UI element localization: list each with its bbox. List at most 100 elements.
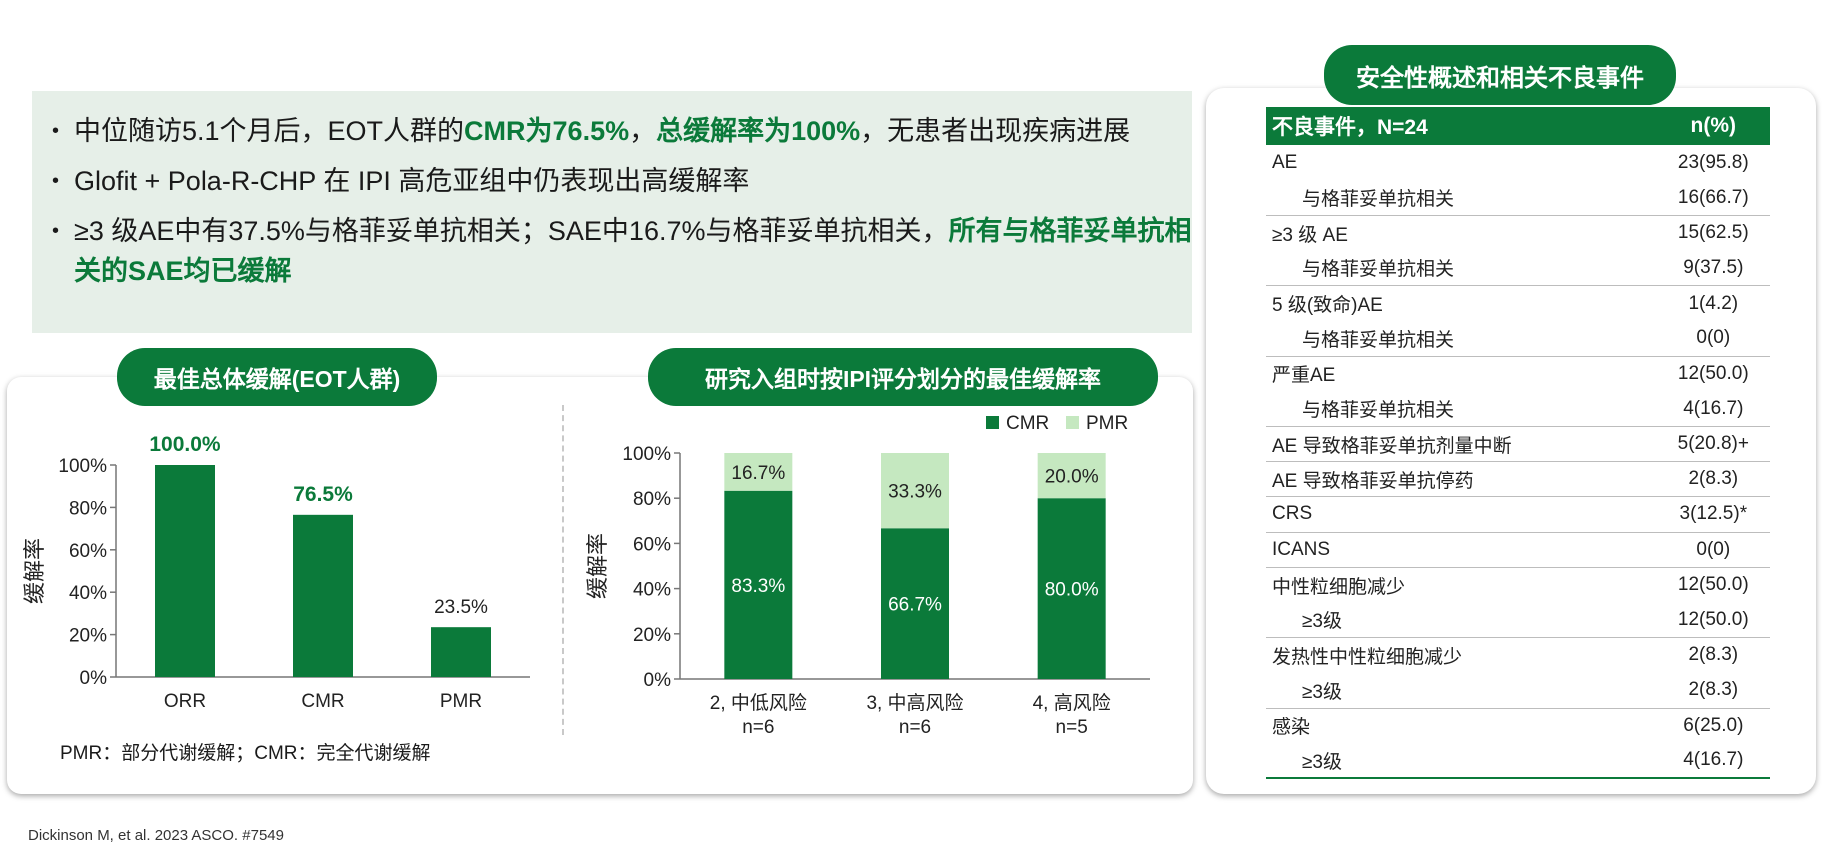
table-cell-event: 与格菲妥单抗相关 <box>1302 400 1455 422</box>
bullet-dot: • <box>52 220 60 242</box>
x-tick-sublabel: n=6 <box>899 717 931 738</box>
table-row: 严重AE 12(50.0) <box>1266 355 1770 392</box>
x-tick-label: CMR <box>301 691 344 712</box>
y-tick-label: 40% <box>633 580 671 601</box>
table-cell-count: 0(0) <box>1696 327 1731 349</box>
table-row: ICANS 0(0) <box>1266 531 1770 568</box>
table-cell-count: 2(8.3) <box>1656 461 1770 497</box>
y-tick-label: 20% <box>633 625 671 646</box>
table-row: ≥3级 4(16.7) <box>1266 743 1770 780</box>
table-cell-event: 与格菲妥单抗相关 <box>1302 189 1455 211</box>
table-header-row: 不良事件，N=24 n(%) <box>1266 107 1770 145</box>
bar-cmr <box>293 514 353 677</box>
ipi-stacked-bar-chart: 0% 20% 40% 60% 80% 100% 缓解率 CMR PMR 83.3% 16.7% 2, … <box>585 413 1150 738</box>
table-cell-event: 感染 <box>1266 707 1657 744</box>
bar-segment-pmr <box>1037 453 1106 499</box>
table-cell-event: 与格菲妥单抗相关 <box>1302 259 1455 281</box>
table-row: ≥3级 2(8.3) <box>1266 673 1770 708</box>
bar-segment-cmr <box>1037 498 1106 679</box>
bullet-text: ≥3 级AE中有37.5%与格菲妥单抗相关；SAE中16.7%与格菲妥单抗相关， <box>74 216 949 246</box>
y-axis-label: 缓解率 <box>22 538 47 604</box>
footnote: PMR：部分代谢缓解；CMR：完全代谢缓解 <box>60 743 431 764</box>
y-tick-label: 80% <box>633 489 671 510</box>
table-row: ≥3级 12(50.0) <box>1266 602 1770 637</box>
legend-swatch-pmr <box>1066 416 1079 429</box>
bullet-highlight-text: 所有与格菲妥单抗相关的SAE均已缓解 <box>74 216 1192 286</box>
table-row: 与格菲妥单抗相关 4(16.7) <box>1266 391 1770 426</box>
bar-segment-cmr <box>724 490 793 679</box>
y-tick-label: 0% <box>644 670 672 691</box>
table-cell-event: 5 级(致命)AE <box>1266 285 1657 321</box>
y-tick-label: 60% <box>633 534 671 555</box>
summary-box: • 中位随访5.1个月后，EOT人群的CMR为76.5%，总缓解率为100%，无患… <box>32 91 1192 333</box>
y-axis-label: 缓解率 <box>585 533 610 599</box>
bar-segment-pmr <box>881 453 949 529</box>
summary-bullet: • 中位随访5.1个月后，EOT人群的CMR为76.5%，总缓解率为100%，无患… <box>44 111 1192 151</box>
x-tick-label: PMR <box>440 691 482 712</box>
table-cell-event: 严重AE <box>1266 355 1657 392</box>
table-row: 与格菲妥单抗相关 16(66.7) <box>1266 180 1770 215</box>
table-cell-count: 4(16.7) <box>1683 397 1744 419</box>
table-row: AE 导致格菲妥单抗停药 2(8.3) <box>1266 461 1770 497</box>
table-cell-count: 23(95.8) <box>1677 151 1749 173</box>
table-cell-event: 与格菲妥单抗相关 <box>1302 329 1455 351</box>
bullet-text: ， <box>629 116 657 146</box>
table-cell-count: 0(0) <box>1656 531 1770 568</box>
table-title: 安全性概述和相关不良事件 <box>1324 45 1676 105</box>
bar-pmr <box>431 627 491 677</box>
table-cell-event: AE 导致格菲妥单抗停药 <box>1266 461 1657 497</box>
x-tick-label: ORR <box>164 691 206 712</box>
table-cell-event: ICANS <box>1266 531 1657 568</box>
table-cell-count: 12(50.0) <box>1656 566 1770 603</box>
bullet-text: Glofit + Pola-R-CHP 在 IPI 高危亚组中仍表现出高缓解率 <box>74 166 750 196</box>
x-tick-label: 4, 高风险 <box>1033 692 1111 714</box>
y-tick-label: 40% <box>69 583 107 604</box>
table-row: 与格菲妥单抗相关 0(0) <box>1266 321 1770 356</box>
table-cell-count: 9(37.5) <box>1683 256 1744 278</box>
bullet-dot: • <box>52 120 60 142</box>
table-cell-event: ≥3级 <box>1302 681 1342 703</box>
table-row: CRS 3(12.5)* <box>1266 496 1770 533</box>
x-tick-sublabel: n=5 <box>1056 717 1088 738</box>
pmr-value-label: 20.0% <box>1045 467 1099 488</box>
y-tick-label: 100% <box>58 456 107 477</box>
table-cell-count: 3(12.5)* <box>1656 496 1770 533</box>
y-tick-label: 20% <box>69 626 107 647</box>
table-cell-count: 2(8.3) <box>1688 679 1739 701</box>
table-row: 感染 6(25.0) <box>1266 707 1770 744</box>
table-row: AE 23(95.8) <box>1266 145 1770 180</box>
table-cell-count: 5(20.8)+ <box>1656 425 1770 462</box>
legend-label-cmr: CMR <box>1006 413 1049 434</box>
x-tick-label: 3, 中高风险 <box>866 692 963 714</box>
bullet-highlight-text: 总缓解率为100% <box>656 116 861 146</box>
table-row: 中性粒细胞减少 12(50.0) <box>1266 566 1770 603</box>
table-header-count: n(%) <box>1656 107 1770 145</box>
right-chart-title: 研究入组时按IPI评分划分的最佳缓解率 <box>648 348 1158 406</box>
bar-value-label: 100.0% <box>149 433 221 456</box>
table-cell-count: 1(4.2) <box>1656 285 1770 321</box>
x-tick-label: 2, 中低风险 <box>710 692 807 714</box>
table-cell-count: 15(62.5) <box>1656 214 1770 251</box>
y-tick-label: 0% <box>80 668 108 689</box>
summary-bullets: • 中位随访5.1个月后，EOT人群的CMR为76.5%，总缓解率为100%，无患… <box>32 91 1192 291</box>
chart-divider <box>562 405 564 735</box>
table-row: ≥3 级 AE 15(62.5) <box>1266 214 1770 251</box>
table-row: 与格菲妥单抗相关 9(37.5) <box>1266 251 1770 286</box>
table-cell-event: AE <box>1272 151 1298 173</box>
cmr-value-label: 83.3% <box>731 576 785 597</box>
table-cell-count: 4(16.7) <box>1656 743 1770 780</box>
bullet-text: 中位随访5.1个月后，EOT人群的 <box>74 116 465 146</box>
y-tick-label: 60% <box>69 541 107 562</box>
bar-orr <box>155 465 215 677</box>
table-row: 5 级(致命)AE 1(4.2) <box>1266 285 1770 321</box>
table-header-event: 不良事件，N=24 <box>1266 107 1657 145</box>
bullet-dot: • <box>52 170 60 192</box>
orr-bar-chart: 0% 20% 40% 60% 80% 100% 缓解率 100.0% ORR 76.5% CMR 23… <box>22 433 530 712</box>
summary-bullet: • ≥3 级AE中有37.5%与格菲妥单抗相关；SAE中16.7%与格菲妥单抗相关… <box>44 211 1192 291</box>
pmr-value-label: 33.3% <box>888 482 942 503</box>
table-cell-event: 发热性中性粒细胞减少 <box>1266 637 1657 673</box>
table-cell-event: CRS <box>1266 496 1657 533</box>
pmr-value-label: 16.7% <box>731 463 785 484</box>
citation: Dickinson M, et al. 2023 ASCO. #7549 <box>28 827 284 844</box>
adverse-events-table: 不良事件，N=24 n(%) AE 23(95.8) 与格菲妥单抗相关 16(66.7… <box>1266 107 1770 780</box>
